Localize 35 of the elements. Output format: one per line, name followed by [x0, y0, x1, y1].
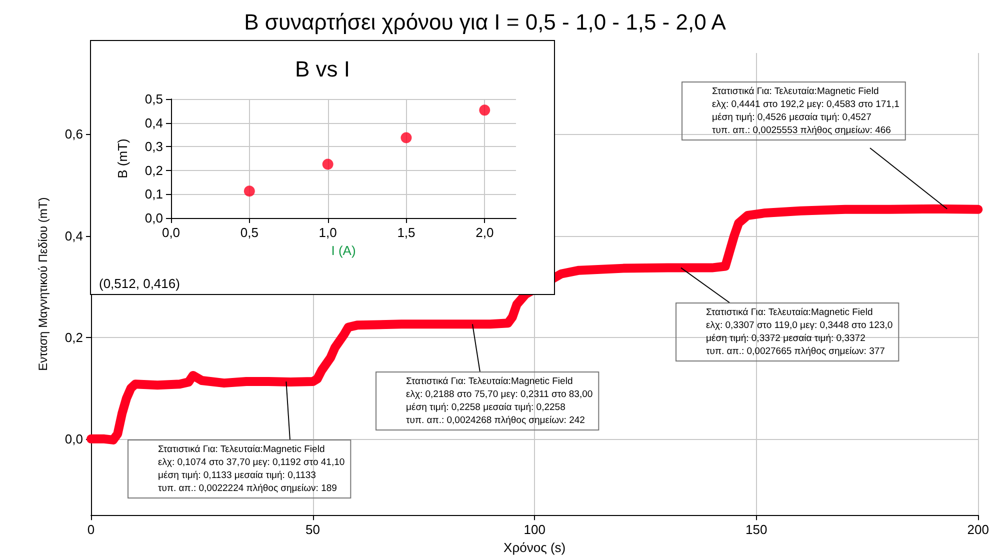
y-tick-label: 0,4	[144, 115, 163, 130]
x-axis-title: I (A)	[331, 243, 356, 258]
x-tick-label: 150	[746, 522, 768, 538]
x-axis-title: Χρόνος (s)	[504, 540, 566, 555]
y-tick-label: 0,0	[64, 431, 83, 446]
y-axis-title: B (mT)	[115, 138, 130, 178]
y-tick-label: 0,0	[144, 210, 163, 226]
x-tick-label: 1,5	[397, 225, 416, 240]
annotation: (0,512, 0,416)	[99, 276, 180, 291]
point	[400, 132, 412, 144]
y-tick-label: 0,1	[144, 186, 163, 202]
x-tick-label: 200	[967, 522, 990, 538]
x-tick-label: 0	[87, 522, 95, 538]
annotation: Στατιστικά Για: Τελευταία:Magnetic Field ελχ: 0,3307 στο 119,0 μεγ: 0,3448 στο 123,0 μέση τιμή: 0,3372 μεσαία τιμή: 0,3372 τυπ. απ.: 0,0027665 πλήθος σημείων: 377	[706, 307, 893, 357]
x-tick-label: 50	[306, 522, 320, 538]
annotation: Στατιστικά Για: Τελευταία:Magnetic Field ελχ: 0,1074 στο 37,70 μεγ: 0,1192 στο 41,10 μέση τιμή: 0,1133 μεσαία τιμή: 0,1133 τυπ. απ.: 0,0022224 πλήθος σημείων: 189	[158, 444, 345, 494]
point	[479, 104, 490, 116]
chart-title: B vs I	[294, 56, 350, 82]
y-tick-label: 0,6	[64, 126, 83, 142]
x-tick-label: 1,0	[318, 225, 337, 240]
y-tick-label: 0,3	[144, 139, 163, 154]
point	[322, 158, 334, 170]
point	[244, 186, 255, 197]
x-tick-label: 2,0	[476, 225, 494, 240]
y-tick-label: 0,2	[64, 330, 83, 345]
y-tick-label: 0,2	[144, 162, 163, 178]
x-tick-label: 0,5	[240, 225, 258, 240]
y-tick-label: 0,4	[64, 228, 83, 244]
x-tick-label: 100	[524, 522, 546, 538]
y-tick-label: 0,5	[144, 92, 163, 106]
annotation: Στατιστικά Για: Τελευταία:Magnetic Field ελχ: 0,4441 στο 192,2 μεγ: 0,4583 στο 171,1 μέση τιμή: 0,4526 μεσαία τιμή: 0,4527 τυπ. απ.: 0,0025553 πλήθος σημείων: 466	[712, 86, 900, 136]
chart-title: B συναρτήσει χρόνου για I = 0,5 - 1,0 - 1,5 - 2,0 A	[244, 10, 726, 34]
y-axis-title: Ενταση Μαγνητικού Πεδίου (mT)	[36, 197, 50, 371]
annotation: Στατιστικά Για: Τελευταία:Magnetic Field ελχ: 0,2188 στο 75,70 μεγ: 0,2311 στο 83,00 μέση τιμή: 0,2258 μεσαία τιμή: 0,2258 τυπ. απ.: 0,0024268 πλήθος σημείων: 242	[406, 376, 593, 426]
x-tick-label: 0,0	[162, 225, 180, 240]
